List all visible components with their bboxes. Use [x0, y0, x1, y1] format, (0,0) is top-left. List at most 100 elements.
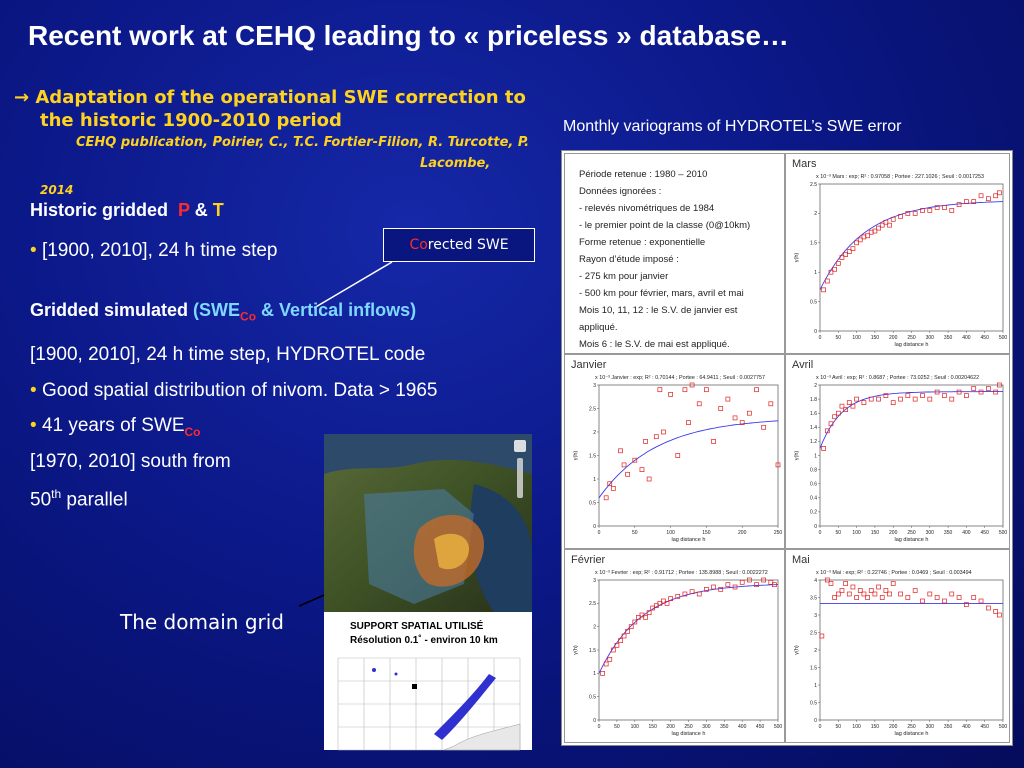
x-tick-label: 250 [684, 724, 693, 730]
support-line-2: Résolution 0.1˚ - environ 10 km [350, 635, 498, 646]
data-point [754, 387, 759, 393]
x-tick-label: 350 [944, 335, 953, 341]
y-tick-label: 1.2 [810, 439, 817, 445]
y-tick-label: 0.5 [589, 694, 596, 700]
data-point [956, 595, 962, 600]
data-point [996, 382, 1002, 388]
data-point [835, 591, 841, 597]
data-point [876, 396, 881, 402]
data-point [942, 393, 947, 398]
x-tick-label: 150 [871, 335, 880, 341]
y-tick-label: 2 [814, 211, 817, 217]
arrow-icon: → [14, 87, 30, 108]
plot-header: x 10⁻³ Janvier : exp; R² : 0.70144 ; Por… [595, 375, 765, 381]
y-tick-label: 0.5 [810, 299, 817, 305]
data-point [747, 577, 752, 583]
data-point [711, 584, 716, 590]
data-point [887, 222, 892, 228]
x-tick-label: 150 [649, 724, 658, 730]
x-tick-label: 450 [756, 724, 765, 730]
data-point [978, 598, 984, 604]
data-point [639, 467, 645, 472]
info-line: Rayon d’étude imposé : [579, 254, 679, 265]
data-point [949, 396, 955, 402]
data-point [819, 633, 825, 639]
plot-header: x 10⁻³ Avril : exp; R² : 0.8687 ; Portee… [816, 375, 979, 381]
data-point [920, 598, 925, 604]
info-line: appliqué. [579, 322, 618, 333]
simulated-line-3-sup: th [51, 487, 62, 501]
y-tick-label: 0 [814, 718, 817, 724]
data-point [711, 439, 716, 444]
y-tick-label: 2 [593, 624, 596, 630]
data-point [775, 462, 781, 468]
x-tick-label: 50 [836, 724, 842, 730]
x-tick-label: 500 [999, 724, 1008, 730]
y-tick-label: 3 [593, 578, 596, 584]
data-point [761, 577, 767, 583]
data-point [861, 591, 867, 597]
y-axis-label: γ(h) [794, 645, 800, 655]
data-point [996, 190, 1002, 196]
x-tick-label: 200 [666, 724, 675, 730]
callout-box: Co rected SWE [383, 228, 535, 262]
data-point [600, 670, 605, 676]
x-tick-label: 150 [871, 530, 880, 536]
info-line: Données ignorées : [579, 186, 662, 197]
data-point [850, 584, 856, 590]
x-tick-label: 350 [944, 724, 953, 730]
data-point [964, 199, 969, 204]
data-point [689, 589, 695, 595]
data-point [835, 410, 841, 416]
y-tick-label: 1.4 [810, 425, 817, 431]
data-point [872, 228, 878, 234]
data-point [942, 598, 947, 604]
data-point [603, 661, 609, 667]
data-point [846, 591, 852, 597]
data-point [625, 628, 630, 634]
data-point [857, 237, 863, 243]
x-tick-label: 400 [962, 724, 971, 730]
adaptation-block: → Adaptation of the operational SWE corr… [14, 86, 529, 174]
plot-avril: x 10⁻³ Avril : exp; R² : 0.8687 ; Portee… [794, 375, 1008, 543]
historic-p: P [178, 200, 190, 220]
x-tick-label: 0 [819, 724, 822, 730]
month-label-fevrier: Février [571, 554, 606, 566]
simulated-bullet-2: • 41 years of SWECo [30, 415, 201, 439]
x-tick-label: 100 [852, 335, 861, 341]
simulated-heading: Gridded simulated (SWECo & Vertical infl… [30, 300, 416, 324]
data-point [675, 453, 681, 458]
data-point [621, 462, 627, 468]
data-point [912, 588, 918, 593]
data-point [689, 382, 695, 388]
data-point [686, 420, 691, 425]
data-point [828, 269, 834, 275]
x-tick-label: 50 [836, 530, 842, 536]
data-point [876, 225, 881, 231]
variogram-title: Monthly variograms of HYDROTEL’s SWE err… [563, 118, 902, 135]
data-point [876, 584, 881, 590]
data-point [843, 252, 848, 257]
data-point [704, 586, 709, 592]
data-point [854, 595, 859, 600]
data-point [610, 486, 616, 491]
support-line-1: SUPPORT SPATIAL UTILISÉ [350, 621, 484, 632]
plot-header: x 10⁻³ Mai : exp; R² : 0.22746 ; Portee … [816, 570, 972, 576]
x-tick-label: 250 [774, 530, 783, 536]
x-tick-label: 500 [999, 530, 1008, 536]
plot-frame [819, 384, 1004, 527]
data-point [898, 591, 903, 597]
info-line: - 275 km pour janvier [579, 271, 669, 282]
data-point [725, 396, 731, 402]
data-point [964, 393, 969, 398]
plot-frame [598, 384, 779, 527]
data-point [682, 591, 688, 597]
data-point [668, 596, 673, 602]
data-point [821, 446, 827, 451]
data-point [824, 428, 830, 434]
data-point [768, 401, 774, 407]
info-line: Période retenue : 1980 – 2010 [579, 169, 708, 180]
y-tick-label: 0 [593, 524, 596, 530]
data-point [718, 586, 724, 592]
data-point [986, 605, 991, 611]
